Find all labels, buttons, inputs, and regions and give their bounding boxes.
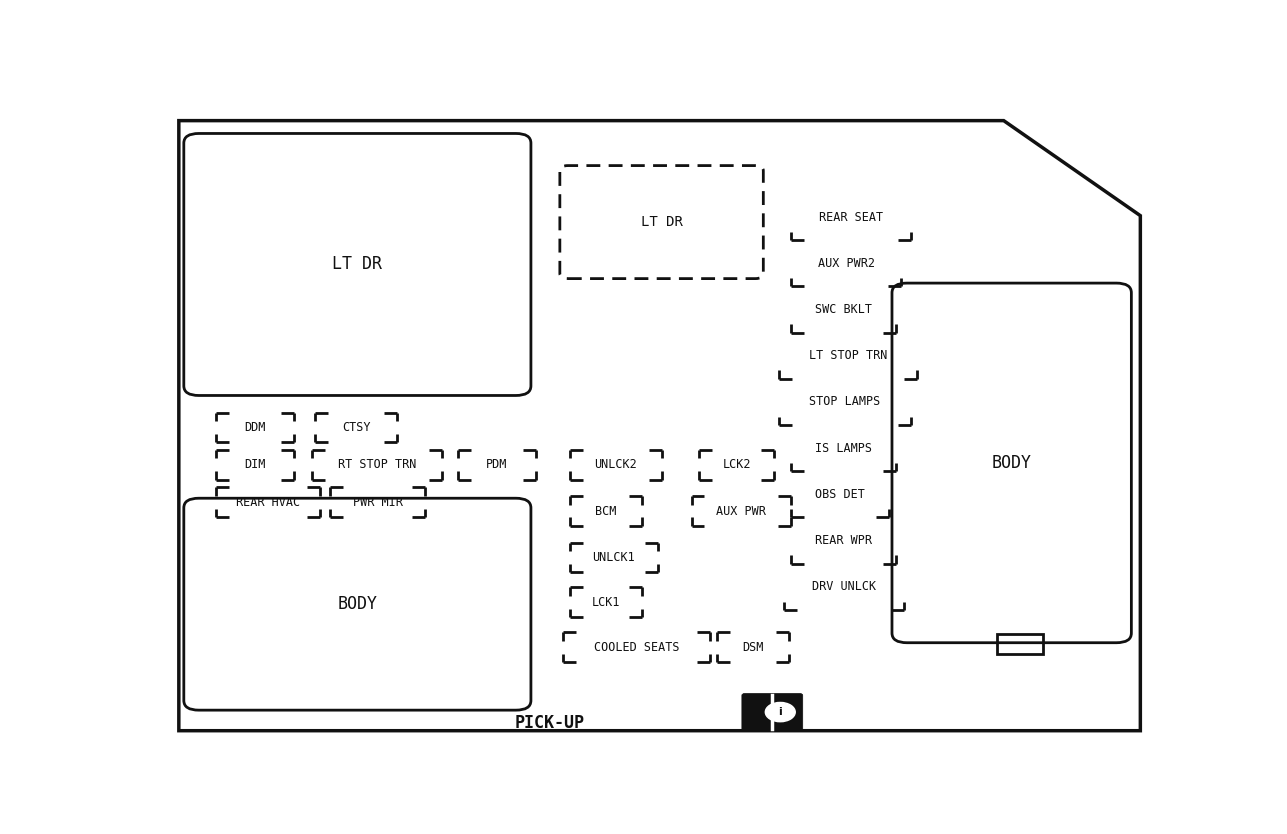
Text: CTSY: CTSY — [342, 421, 371, 434]
Text: LT DR: LT DR — [641, 215, 682, 229]
Text: RT STOP TRN: RT STOP TRN — [338, 459, 417, 471]
Text: REAR WPR: REAR WPR — [815, 535, 873, 547]
Text: AUX PWR2: AUX PWR2 — [817, 257, 875, 269]
Text: REAR SEAT: REAR SEAT — [819, 210, 883, 224]
Text: PWR MIR: PWR MIR — [353, 495, 403, 509]
Text: LCK1: LCK1 — [592, 595, 620, 609]
Text: AUX PWR: AUX PWR — [717, 505, 766, 518]
Text: BCM: BCM — [595, 505, 616, 518]
Text: REAR HVAC: REAR HVAC — [236, 495, 300, 509]
Text: i: i — [779, 707, 782, 717]
Text: LT DR: LT DR — [332, 255, 382, 274]
Text: DRV UNLCK: DRV UNLCK — [812, 580, 876, 594]
Text: IS LAMPS: IS LAMPS — [815, 442, 873, 455]
Text: PICK-UP: PICK-UP — [515, 714, 584, 732]
FancyBboxPatch shape — [741, 693, 773, 731]
Text: DIM: DIM — [245, 459, 265, 471]
Text: LT STOP TRN: LT STOP TRN — [810, 349, 887, 362]
Text: UNLCK2: UNLCK2 — [595, 459, 637, 471]
Bar — [996, 635, 1042, 654]
Text: PDM: PDM — [486, 459, 507, 471]
Text: COOLED SEATS: COOLED SEATS — [593, 641, 680, 654]
Text: BODY: BODY — [992, 454, 1032, 472]
Text: BODY: BODY — [337, 595, 377, 613]
Circle shape — [766, 702, 795, 721]
Text: DSM: DSM — [743, 641, 764, 654]
FancyBboxPatch shape — [771, 693, 803, 731]
Text: DDM: DDM — [245, 421, 265, 434]
Text: UNLCK1: UNLCK1 — [592, 550, 634, 564]
Text: LCK2: LCK2 — [722, 459, 752, 471]
Text: OBS DET: OBS DET — [815, 488, 865, 501]
Text: SWC BKLT: SWC BKLT — [815, 303, 873, 316]
Text: STOP LAMPS: STOP LAMPS — [810, 395, 880, 409]
